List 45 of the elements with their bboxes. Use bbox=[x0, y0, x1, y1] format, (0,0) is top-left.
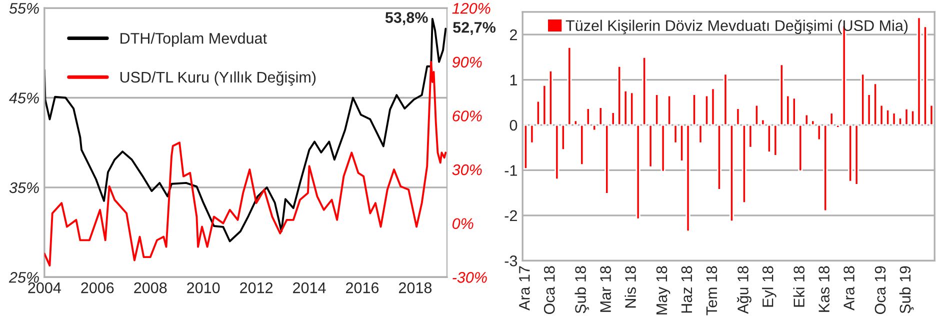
y-tick-label: 1 bbox=[510, 74, 517, 86]
y-tick-label: -1 bbox=[504, 165, 517, 176]
x-tick-label: 2014 bbox=[293, 282, 326, 294]
y-tick-label: 25% bbox=[8, 272, 39, 283]
x-tick-label: Haz 18 bbox=[681, 266, 692, 313]
line-series bbox=[44, 60, 447, 266]
y-tick-label: -2 bbox=[504, 210, 517, 221]
annotation: 53,8% bbox=[385, 12, 428, 26]
y2-tick-label: 0% bbox=[452, 218, 474, 230]
x-tick-label: Şub 18 bbox=[574, 266, 590, 314]
y-tick-label: 0 bbox=[510, 120, 518, 131]
legend-label: DTH/Toplam Mevduat bbox=[120, 32, 267, 47]
x-tick-label: Eki 18 bbox=[793, 266, 804, 307]
x-tick-label: Tem 18 bbox=[706, 266, 718, 316]
x-tick-label: Ara 18 bbox=[844, 266, 854, 310]
y-tick-label: 45% bbox=[9, 92, 39, 104]
y-tick-label: 2 bbox=[510, 29, 517, 40]
x-tick-label: Mar 18 bbox=[600, 266, 611, 312]
x-tick-label: Ara 17 bbox=[519, 266, 530, 310]
y2-tick-label: -30% bbox=[452, 272, 487, 283]
annotation: 52,7% bbox=[453, 22, 496, 36]
y2-tick-label: 60% bbox=[452, 110, 482, 122]
y-tick-label: -3 bbox=[504, 256, 518, 266]
x-tick-label: Şub 19 bbox=[899, 266, 914, 314]
x-tick-label: May 18 bbox=[656, 266, 670, 314]
x-tick-label: 2018 bbox=[398, 282, 432, 294]
x-tick-label: 2008 bbox=[134, 282, 167, 294]
y-tick-label: 55% bbox=[9, 3, 39, 14]
x-tick-label: 2010 bbox=[187, 282, 220, 294]
x-tick-label: Ağu 18 bbox=[736, 266, 752, 314]
x-tick-label: Eyl 18 bbox=[762, 266, 776, 307]
y-tick-label: 35% bbox=[9, 182, 39, 194]
y2-tick-label: 90% bbox=[452, 56, 482, 68]
x-tick-label: 2006 bbox=[81, 282, 114, 294]
legend-label: USD/TL Kuru (Yıllık Değişim) bbox=[120, 71, 316, 86]
x-tick-label: Oca 18 bbox=[544, 266, 555, 314]
legend-label: Tüzel Kişilerin Döviz Mevduatı Değişimi (USD Mia) bbox=[566, 20, 908, 34]
y2-tick-label: 120% bbox=[452, 2, 490, 14]
x-tick-label: 2016 bbox=[346, 282, 379, 294]
x-tick-label: Nis 18 bbox=[624, 266, 636, 308]
x-tick-label: Kas 18 bbox=[818, 266, 830, 312]
y2-tick-label: 30% bbox=[452, 164, 482, 176]
x-tick-label: Oca 19 bbox=[874, 266, 886, 314]
x-tick-label: 2012 bbox=[240, 282, 273, 294]
x-tick-label: 2004 bbox=[28, 282, 61, 294]
